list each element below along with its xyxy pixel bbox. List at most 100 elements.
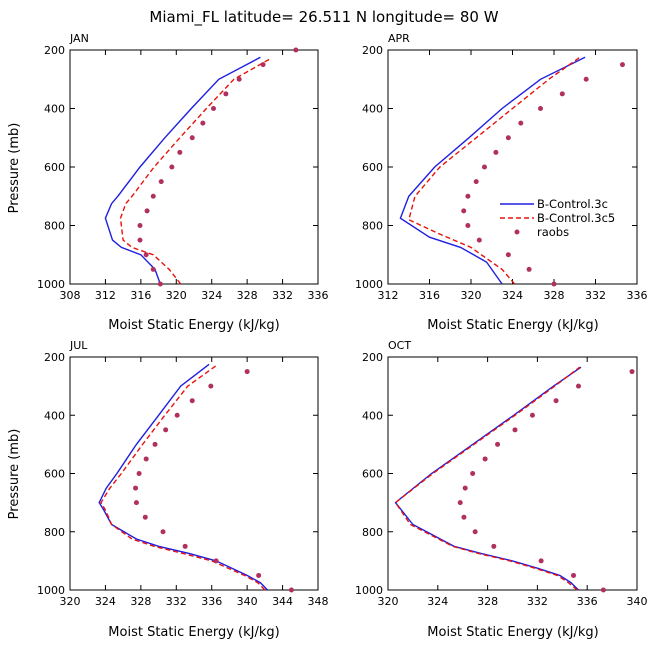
x-tick-label: 316 bbox=[130, 289, 151, 302]
raobs-point bbox=[223, 91, 229, 97]
raobs-point bbox=[182, 543, 188, 549]
y-tick-label: 600 bbox=[362, 468, 383, 481]
raobs-point bbox=[158, 179, 164, 185]
raobs-point bbox=[144, 208, 150, 214]
y-tick-label: 1000 bbox=[355, 278, 383, 291]
raobs-point bbox=[553, 398, 559, 404]
raobs-point bbox=[600, 587, 606, 593]
raobs-point bbox=[288, 587, 294, 593]
raobs-point bbox=[481, 164, 487, 170]
raobs-point bbox=[462, 485, 468, 491]
raobs-point bbox=[551, 281, 557, 287]
legend-label-series2: B-Control.3c5 bbox=[537, 211, 615, 225]
y-axis-label: Pressure (mb) bbox=[7, 429, 22, 520]
panel-label: JUL bbox=[69, 339, 88, 352]
x-tick-label: 316 bbox=[419, 289, 440, 302]
raobs-point bbox=[133, 500, 139, 506]
raobs-point bbox=[137, 237, 143, 243]
raobs-point bbox=[256, 572, 262, 578]
raobs-point bbox=[571, 572, 577, 578]
raobs-point bbox=[505, 135, 511, 141]
x-tick-label: 344 bbox=[272, 595, 293, 608]
plot-frame bbox=[387, 356, 638, 591]
x-tick-label: 332 bbox=[272, 289, 293, 302]
raobs-point bbox=[152, 441, 158, 447]
legend-label-series1: B-Control.3c bbox=[537, 197, 608, 211]
raobs-point bbox=[143, 252, 149, 258]
y-tick-label: 600 bbox=[362, 161, 383, 174]
y-tick-label: 800 bbox=[362, 220, 383, 233]
raobs-point bbox=[189, 135, 195, 141]
raobs-point bbox=[260, 62, 266, 68]
raobs-point bbox=[210, 106, 216, 111]
raobs-point bbox=[529, 412, 535, 418]
plot-frame bbox=[69, 49, 319, 285]
raobs-point bbox=[465, 223, 471, 228]
raobs-point bbox=[461, 514, 467, 520]
series-line-control-3c5 bbox=[394, 366, 581, 591]
y-tick-label: 200 bbox=[44, 44, 65, 57]
raobs-point bbox=[583, 76, 589, 82]
panel-apr: APR Moist Static Energy (kJ/kg) 312 316 32… bbox=[355, 32, 648, 333]
legend: B-Control.3c B-Control.3c5 raobs bbox=[498, 197, 630, 239]
y-tick-label: 400 bbox=[362, 103, 383, 116]
panel-jul: JUL Moist Static Energy (kJ/kg) Pressure… bbox=[7, 339, 329, 640]
x-tick-label: 312 bbox=[95, 289, 116, 302]
raobs-point bbox=[213, 558, 219, 564]
x-tick-label: 308 bbox=[60, 289, 81, 302]
raobs-point bbox=[476, 237, 482, 243]
y-tick-label: 800 bbox=[362, 526, 383, 539]
y-tick-label: 400 bbox=[44, 409, 65, 422]
x-tick-label: 324 bbox=[427, 595, 448, 608]
y-tick-label: 200 bbox=[44, 351, 65, 364]
x-tick-label: 340 bbox=[627, 595, 648, 608]
y-tick-label: 600 bbox=[44, 468, 65, 481]
panel-label: JAN bbox=[69, 32, 89, 45]
raobs-point bbox=[575, 383, 581, 389]
legend-marker-raobs bbox=[514, 229, 520, 235]
raobs-point bbox=[473, 179, 479, 185]
y-tick-label: 200 bbox=[362, 351, 383, 364]
x-tick-label: 348 bbox=[308, 595, 329, 608]
x-axis-label: Moist Static Energy (kJ/kg) bbox=[108, 625, 279, 640]
raobs-point bbox=[244, 369, 250, 375]
x-tick-label: 320 bbox=[461, 289, 482, 302]
raobs-point bbox=[518, 120, 524, 126]
y-tick-label: 800 bbox=[44, 220, 65, 233]
x-tick-label: 332 bbox=[585, 289, 606, 302]
y-tick-label: 1000 bbox=[355, 584, 383, 597]
x-tick-label: 324 bbox=[502, 289, 523, 302]
y-tick-label: 200 bbox=[362, 44, 383, 57]
x-tick-label: 324 bbox=[95, 595, 116, 608]
y-tick-label: 400 bbox=[362, 409, 383, 422]
raobs-point bbox=[629, 369, 635, 375]
y-axis-label: Pressure (mb) bbox=[7, 123, 22, 214]
series-line-control-3c bbox=[399, 56, 586, 285]
panel-label: OCT bbox=[388, 339, 411, 352]
x-tick-label: 328 bbox=[477, 595, 498, 608]
panel-label: APR bbox=[388, 32, 410, 45]
raobs-point bbox=[133, 485, 139, 491]
x-tick-label: 320 bbox=[166, 289, 187, 302]
x-tick-label: 328 bbox=[237, 289, 258, 302]
x-tick-label: 336 bbox=[577, 595, 598, 608]
x-axis-label: Moist Static Energy (kJ/kg) bbox=[108, 318, 279, 333]
raobs-point bbox=[470, 471, 476, 476]
x-tick-label: 328 bbox=[130, 595, 151, 608]
x-tick-label: 340 bbox=[237, 595, 258, 608]
raobs-point bbox=[163, 427, 169, 433]
raobs-point bbox=[538, 106, 544, 111]
raobs-point bbox=[495, 441, 501, 447]
raobs-point bbox=[150, 193, 156, 199]
raobs-point bbox=[136, 471, 142, 476]
x-tick-label: 320 bbox=[60, 595, 81, 608]
x-tick-label: 320 bbox=[378, 595, 399, 608]
raobs-point bbox=[491, 543, 497, 549]
series-line-control-3c bbox=[104, 56, 261, 285]
x-tick-label: 336 bbox=[627, 289, 648, 302]
raobs-point bbox=[143, 456, 149, 462]
raobs-point bbox=[236, 76, 242, 82]
x-axis-label: Moist Static Energy (kJ/kg) bbox=[427, 625, 598, 640]
raobs-point bbox=[505, 252, 511, 258]
